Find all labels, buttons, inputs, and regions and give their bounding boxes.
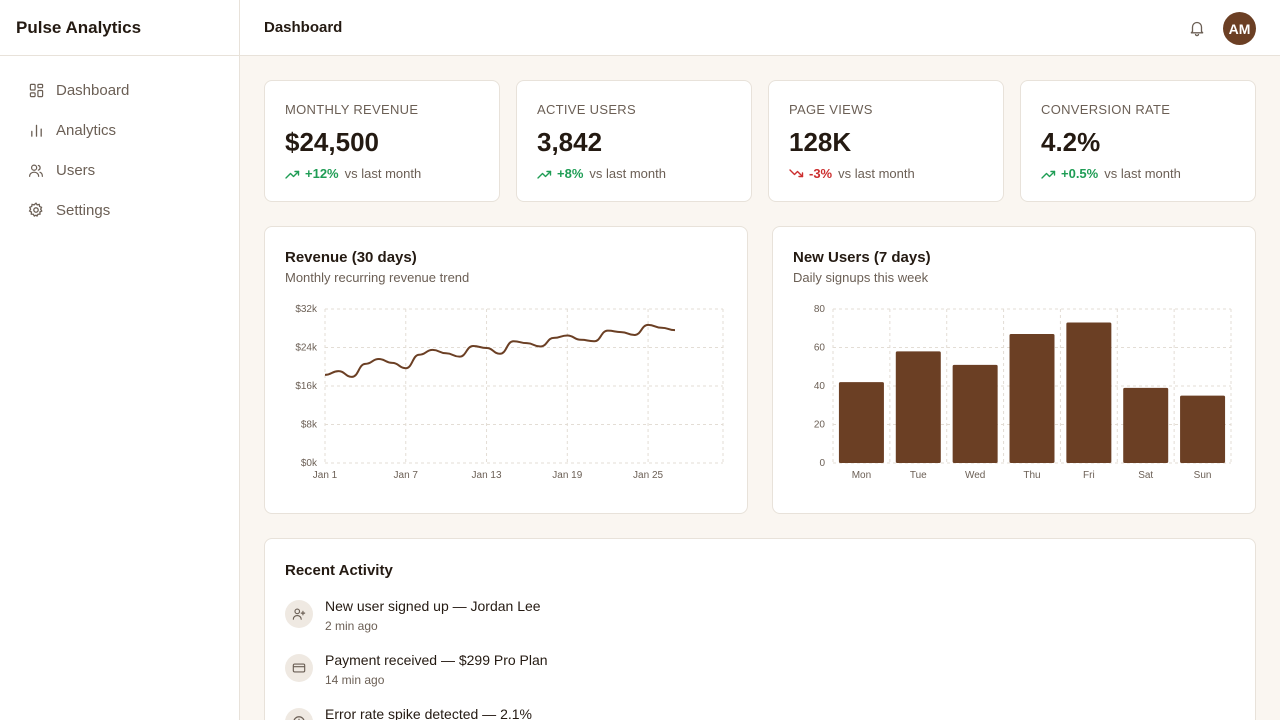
bar-wed	[952, 364, 998, 463]
bar-sat	[1123, 387, 1169, 463]
stat-card-page-views: PAGE VIEWS 128K -3% vs last month	[768, 80, 1004, 202]
avatar[interactable]: AM	[1223, 12, 1256, 45]
x-tick-label: Mon	[852, 470, 871, 481]
stat-compare: vs last month	[1104, 166, 1181, 181]
y-tick-label: 80	[814, 304, 826, 315]
bar-chart-icon	[28, 122, 44, 138]
stat-delta: -3%	[809, 166, 833, 181]
revenue-line-chart: $0k $8k $16k $24k $32k Jan 1 Jan 7 Jan 13 Jan 19…	[295, 304, 724, 481]
x-tick-label: Wed	[965, 470, 985, 481]
activity-time: 2 min ago	[325, 619, 378, 633]
alert-icon	[285, 708, 313, 720]
sidebar-item-settings[interactable]: Settings	[0, 190, 239, 230]
y-tick-label: $0k	[301, 458, 318, 469]
sidebar-item-dashboard[interactable]: Dashboard	[0, 70, 239, 110]
stat-label: MONTHLY REVENUE	[285, 102, 419, 117]
recent-activity-card: Recent Activity New user signed up — Jor…	[264, 538, 1256, 720]
gear-icon	[28, 202, 44, 218]
sidebar-item-users[interactable]: Users	[0, 150, 239, 190]
chart-subtitle: Daily signups this week	[793, 270, 929, 285]
bar-tue	[895, 351, 941, 463]
x-tick-label: Jan 19	[552, 470, 582, 481]
trend-up-icon	[537, 170, 552, 179]
bar-sun	[1180, 395, 1226, 463]
stat-card-active-users: ACTIVE USERS 3,842 +8% vs last month	[516, 80, 752, 202]
sidebar-nav: Dashboard Analytics Users	[0, 56, 239, 230]
x-tick-label: Tue	[910, 470, 927, 481]
y-tick-label: $16k	[295, 381, 318, 392]
dashboard-icon	[28, 82, 44, 98]
sidebar-item-label: Dashboard	[56, 81, 130, 99]
stat-change: -3% vs last month	[789, 166, 915, 181]
activity-item[interactable]: Payment received — $299 Pro Plan 14 min …	[285, 652, 885, 692]
user-plus-icon	[285, 600, 313, 628]
activity-item[interactable]: Error rate spike detected — 2.1%	[285, 706, 885, 720]
stat-label: ACTIVE USERS	[537, 102, 636, 117]
stat-delta: +8%	[557, 166, 584, 181]
y-tick-label: $32k	[295, 304, 318, 315]
sidebar-item-label: Users	[56, 161, 96, 179]
y-tick-label: 20	[814, 420, 826, 431]
sidebar: Pulse Analytics Dashboard Analytics	[0, 0, 240, 720]
activity-text: Payment received — $299 Pro Plan	[325, 652, 548, 668]
users-icon	[28, 162, 44, 178]
sidebar-item-analytics[interactable]: Analytics	[0, 110, 239, 150]
y-tick-label: $8k	[301, 420, 318, 431]
stat-value: 128K	[789, 127, 852, 157]
activity-title: Recent Activity	[285, 562, 393, 579]
bell-icon[interactable]	[1188, 19, 1206, 37]
x-tick-label: Thu	[1023, 470, 1040, 481]
y-tick-label: 40	[814, 381, 826, 392]
stat-change: +12% vs last month	[285, 166, 421, 181]
trend-up-icon	[1041, 170, 1056, 179]
page-title: Dashboard	[264, 19, 343, 36]
x-tick-label: Sat	[1138, 470, 1153, 481]
y-tick-label: 0	[819, 458, 825, 469]
trend-up-icon	[285, 170, 300, 179]
stat-value: $24,500	[285, 127, 379, 157]
revenue-series-line	[324, 323, 676, 378]
bar-thu	[1009, 334, 1055, 463]
activity-text: Error rate spike detected — 2.1%	[325, 706, 532, 720]
app-brand[interactable]: Pulse Analytics	[0, 0, 239, 56]
top-bar: Dashboard AM	[240, 0, 1280, 56]
sidebar-item-label: Settings	[56, 201, 111, 219]
stat-compare: vs last month	[589, 166, 666, 181]
bar-fri	[1066, 322, 1112, 463]
sidebar-item-label: Analytics	[56, 121, 117, 139]
x-tick-label: Jan 7	[394, 470, 419, 481]
stat-change: +8% vs last month	[537, 166, 666, 181]
new-users-chart-card: New Users (7 days) Daily signups this we…	[772, 226, 1256, 514]
stat-card-monthly-revenue: MONTHLY REVENUE $24,500 +12% vs last mon…	[264, 80, 500, 202]
x-tick-label: Jan 13	[472, 470, 502, 481]
chart-subtitle: Monthly recurring revenue trend	[285, 270, 470, 285]
new-users-bar-chart: 0 20 40 60 80 Mon Tue Wed Thu Fri Sat Sun	[814, 304, 1232, 481]
stat-delta: +12%	[305, 166, 339, 181]
chart-title: Revenue (30 days)	[285, 249, 417, 266]
activity-text: New user signed up — Jordan Lee	[325, 598, 541, 614]
x-tick-label: Sun	[1194, 470, 1212, 481]
stat-label: CONVERSION RATE	[1041, 102, 1171, 117]
stat-compare: vs last month	[344, 166, 422, 181]
activity-time: 14 min ago	[325, 673, 385, 687]
chart-title: New Users (7 days)	[793, 249, 931, 266]
stat-card-conversion-rate: CONVERSION RATE 4.2% +0.5% vs last month	[1020, 80, 1256, 202]
credit-card-icon	[285, 654, 313, 682]
stat-change: +0.5% vs last month	[1041, 166, 1181, 181]
stat-label: PAGE VIEWS	[789, 102, 873, 117]
y-tick-label: 60	[814, 343, 826, 354]
stat-compare: vs last month	[838, 166, 915, 181]
x-tick-label: Fri	[1083, 470, 1095, 481]
stat-value: 4.2%	[1041, 127, 1101, 157]
stat-value: 3,842	[537, 127, 603, 157]
trend-down-icon	[789, 168, 804, 177]
bar-mon	[838, 382, 884, 463]
x-tick-label: Jan 25	[633, 470, 663, 481]
revenue-chart-card: Revenue (30 days) Monthly recurring reve…	[264, 226, 748, 514]
y-tick-label: $24k	[295, 343, 318, 354]
x-tick-label: Jan 1	[313, 470, 338, 481]
stat-delta: +0.5%	[1061, 166, 1099, 181]
activity-item[interactable]: New user signed up — Jordan Lee 2 min ag…	[285, 598, 885, 638]
